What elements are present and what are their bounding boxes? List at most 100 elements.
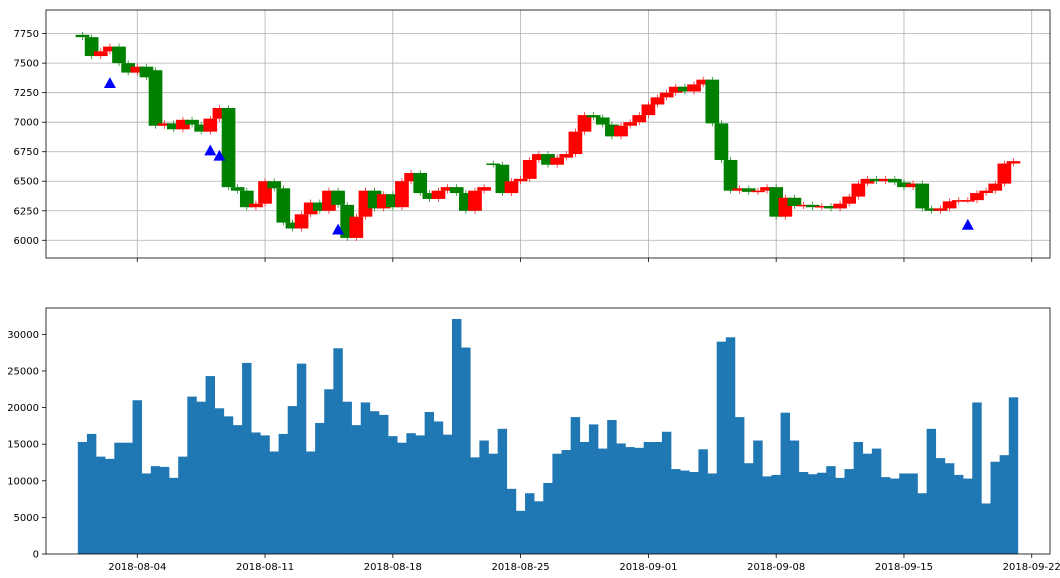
volume-bar	[433, 421, 444, 554]
volume-bar	[579, 441, 590, 554]
volume-bar	[287, 406, 298, 554]
volume-x-tick-label: 2018-08-04	[108, 562, 166, 573]
volume-x-tick-label: 2018-08-11	[236, 562, 294, 573]
volume-bar	[853, 441, 864, 554]
volume-x-tick-label: 2018-09-22	[1003, 562, 1060, 573]
price-y-tick-label: 7500	[14, 59, 39, 70]
volume-bar-panel: 0 5000 10000 15000 20000 25000 30000 2018-08-04…	[7, 307, 1060, 573]
candle-body	[166, 123, 181, 130]
volume-bar	[342, 401, 352, 554]
volume-bar	[963, 478, 973, 554]
volume-bar	[86, 433, 97, 554]
volume-bar	[817, 472, 827, 554]
price-candlestick-panel: 6000 6250 6500 6750 7000 7250 7500 7750	[14, 9, 1051, 262]
candle-body	[741, 188, 756, 192]
candle-body	[805, 204, 820, 208]
volume-bar	[561, 450, 571, 554]
volume-bar	[753, 440, 763, 554]
candle-body	[814, 206, 829, 208]
candle-body	[988, 183, 1003, 191]
candle-body	[1006, 161, 1021, 164]
candle-body	[961, 200, 975, 202]
candle-body	[942, 201, 957, 209]
volume-bar	[525, 493, 535, 554]
candle-body	[951, 200, 966, 202]
volume-bar	[671, 469, 681, 554]
volume-bar	[890, 478, 900, 554]
volume-bar	[807, 474, 818, 554]
price-y-tick-label: 6250	[14, 206, 39, 217]
volume-bar	[333, 348, 343, 554]
candle-body	[513, 178, 528, 182]
volume-bar	[223, 416, 234, 554]
volume-bar	[598, 448, 608, 554]
volume-bar	[305, 451, 316, 554]
candle-body	[897, 182, 911, 188]
volume-x-tick-label: 2018-08-25	[492, 562, 550, 573]
candle-body	[176, 119, 190, 130]
price-y-tick-label: 7000	[14, 118, 39, 129]
candle-body	[148, 70, 163, 126]
volume-bar	[826, 466, 836, 554]
candle-body	[312, 202, 327, 211]
candle-body	[413, 172, 428, 194]
candle-body	[979, 190, 993, 194]
volume-bar	[278, 433, 289, 554]
candle-body	[185, 119, 199, 125]
volume-bar	[132, 400, 142, 554]
volume-bar	[972, 402, 982, 554]
volume-bar	[698, 449, 708, 554]
volume-bar	[926, 428, 937, 554]
volume-bar	[114, 442, 124, 554]
volume-x-tick-label: 2018-09-01	[619, 562, 677, 573]
volume-bar	[442, 434, 453, 554]
volume-bar	[388, 436, 398, 554]
volume-bar	[269, 451, 279, 554]
volume-bar	[616, 443, 626, 554]
price-axes-frame	[45, 9, 1051, 259]
volume-bar	[734, 417, 745, 554]
volume-bar	[159, 466, 170, 554]
volume-bar	[187, 396, 197, 554]
price-y-tick-label: 6500	[14, 177, 39, 188]
volume-y-tick-label: 0	[33, 550, 39, 561]
volume-bar	[96, 456, 106, 554]
candle-body	[431, 190, 446, 199]
volume-bar	[497, 428, 508, 554]
candle-body	[103, 46, 117, 52]
volume-bar	[661, 431, 672, 554]
candle-body	[449, 187, 464, 194]
volume-bar	[844, 469, 854, 554]
volume-bar	[981, 503, 991, 554]
volume-bar	[178, 456, 188, 554]
candle-body	[331, 190, 345, 205]
candle-body	[887, 178, 902, 183]
candle-body	[294, 214, 309, 229]
candle-body	[678, 86, 692, 92]
volume-x-tick-label: 2018-08-18	[364, 562, 422, 573]
candle-body	[532, 154, 546, 160]
candle-body	[906, 183, 920, 188]
candle-body	[440, 187, 455, 191]
volume-bar	[196, 401, 206, 554]
volume-y-tick-label: 10000	[7, 476, 39, 487]
volume-bar	[634, 447, 644, 554]
volume-bar	[871, 448, 882, 554]
volume-bar	[452, 318, 462, 554]
volume-bar	[725, 337, 736, 554]
volume-bar	[780, 412, 791, 554]
volume-bar	[771, 474, 781, 554]
volume-bar	[123, 442, 133, 554]
volume-bar	[917, 493, 927, 554]
volume-bar	[652, 441, 663, 554]
volume-bar	[461, 347, 471, 554]
candle-body	[614, 125, 628, 137]
candle-body	[641, 104, 656, 116]
volume-bar	[315, 422, 325, 554]
candle-body	[522, 159, 537, 179]
candle-body	[276, 188, 291, 223]
volume-bar	[214, 408, 225, 554]
volume-bar	[862, 453, 873, 554]
candle-body	[933, 208, 948, 211]
